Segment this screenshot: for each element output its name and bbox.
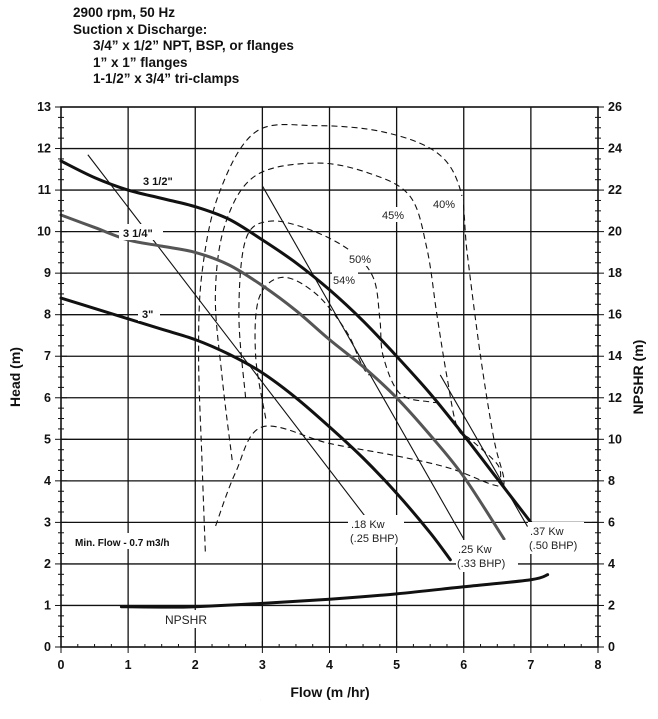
svg-text:10: 10 xyxy=(37,225,51,239)
svg-text:14: 14 xyxy=(608,349,622,363)
efficiency-contour-paths xyxy=(198,123,505,552)
chart-header: 2900 rpm, 50 Hz Suction x Discharge: 3/4… xyxy=(73,5,294,88)
svg-text:6: 6 xyxy=(44,391,51,405)
label-power-18-kw: .18 Kw xyxy=(351,519,385,531)
suction-discharge-title: Suction x Discharge: xyxy=(73,21,208,37)
svg-text:24: 24 xyxy=(608,142,622,156)
x-axis-title: Flow (m /hr) xyxy=(290,684,369,700)
svg-text:2: 2 xyxy=(608,598,615,612)
svg-text:1: 1 xyxy=(44,598,51,612)
svg-text:0: 0 xyxy=(58,658,65,672)
svg-text:4: 4 xyxy=(44,474,51,488)
svg-text:12: 12 xyxy=(37,142,51,156)
svg-text:5: 5 xyxy=(44,432,51,446)
label-eff-40: 40% xyxy=(433,199,455,211)
svg-text:0: 0 xyxy=(44,640,51,654)
connection-option-2: 1” x 1” flanges xyxy=(93,54,188,70)
contour-50 xyxy=(238,220,441,404)
svg-text:12: 12 xyxy=(608,391,622,405)
svg-text:2: 2 xyxy=(44,557,51,571)
label-eff-54: 54% xyxy=(333,275,355,287)
label-eff-45: 45% xyxy=(382,210,404,222)
label-power-33-bhp: (.33 BHP) xyxy=(457,558,505,570)
svg-text:7: 7 xyxy=(44,349,51,363)
contour-54 xyxy=(254,276,371,419)
tick-labels: 0 1 2 3 4 5 6 7 80123456789101112130246810121416… xyxy=(37,100,622,672)
svg-text:16: 16 xyxy=(608,308,622,322)
svg-text:4: 4 xyxy=(326,658,333,672)
svg-text:7: 7 xyxy=(527,658,534,672)
label-3-1-2: 3 1/2" xyxy=(143,176,173,188)
svg-text:6: 6 xyxy=(460,658,467,672)
svg-text:8: 8 xyxy=(595,658,602,672)
y-axis-title: Head (m) xyxy=(7,347,23,407)
svg-text:4: 4 xyxy=(608,557,615,571)
svg-text:13: 13 xyxy=(37,100,51,114)
y2-axis-title: NPSHR (m) xyxy=(630,340,646,415)
svg-text:0: 0 xyxy=(608,640,615,654)
svg-text:8: 8 xyxy=(44,308,51,322)
svg-text:2: 2 xyxy=(192,658,199,672)
label-power-37-kw: .37 Kw xyxy=(530,526,564,538)
impeller-curves xyxy=(59,159,550,609)
svg-text:10: 10 xyxy=(608,432,622,446)
svg-text:11: 11 xyxy=(38,183,51,197)
svg-text:22: 22 xyxy=(608,183,622,197)
label-eff-50: 50% xyxy=(349,254,371,266)
svg-text:3: 3 xyxy=(259,658,266,672)
min-flow-note: Min. Flow - 0.7 m3/h xyxy=(75,538,169,549)
curve-labels: 3 1/2" 3 1/4" 3" 40% 45% 50% 54% .18 Kw … xyxy=(72,172,584,628)
speed-spec: 2900 rpm, 50 Hz xyxy=(73,5,176,20)
contour-45 xyxy=(214,162,502,481)
connection-option-3: 1-1/2” x 3/4” tri-clamps xyxy=(93,71,240,86)
label-3: 3" xyxy=(142,309,153,321)
svg-text:20: 20 xyxy=(608,225,622,239)
svg-text:18: 18 xyxy=(608,266,622,280)
svg-text:3: 3 xyxy=(44,515,51,529)
svg-text:8: 8 xyxy=(608,474,615,488)
contour-40 xyxy=(198,123,505,552)
svg-text:26: 26 xyxy=(608,100,622,114)
label-power-25-bhp: (.25 BHP) xyxy=(350,533,398,545)
label-3-1-4: 3 1/4" xyxy=(123,228,153,240)
svg-text:5: 5 xyxy=(393,658,400,672)
label-power-25-kw: .25 Kw xyxy=(458,544,492,556)
connection-option-1: 3/4” x 1/2” NPT, BSP, or flanges xyxy=(93,38,294,53)
label-power-50-bhp: (.50 BHP) xyxy=(529,540,577,552)
npshr-curve-label: NPSHR xyxy=(165,613,207,627)
svg-text:6: 6 xyxy=(608,515,615,529)
plot-frame xyxy=(60,106,599,648)
svg-text:9: 9 xyxy=(44,266,51,280)
svg-text:1: 1 xyxy=(125,658,132,672)
